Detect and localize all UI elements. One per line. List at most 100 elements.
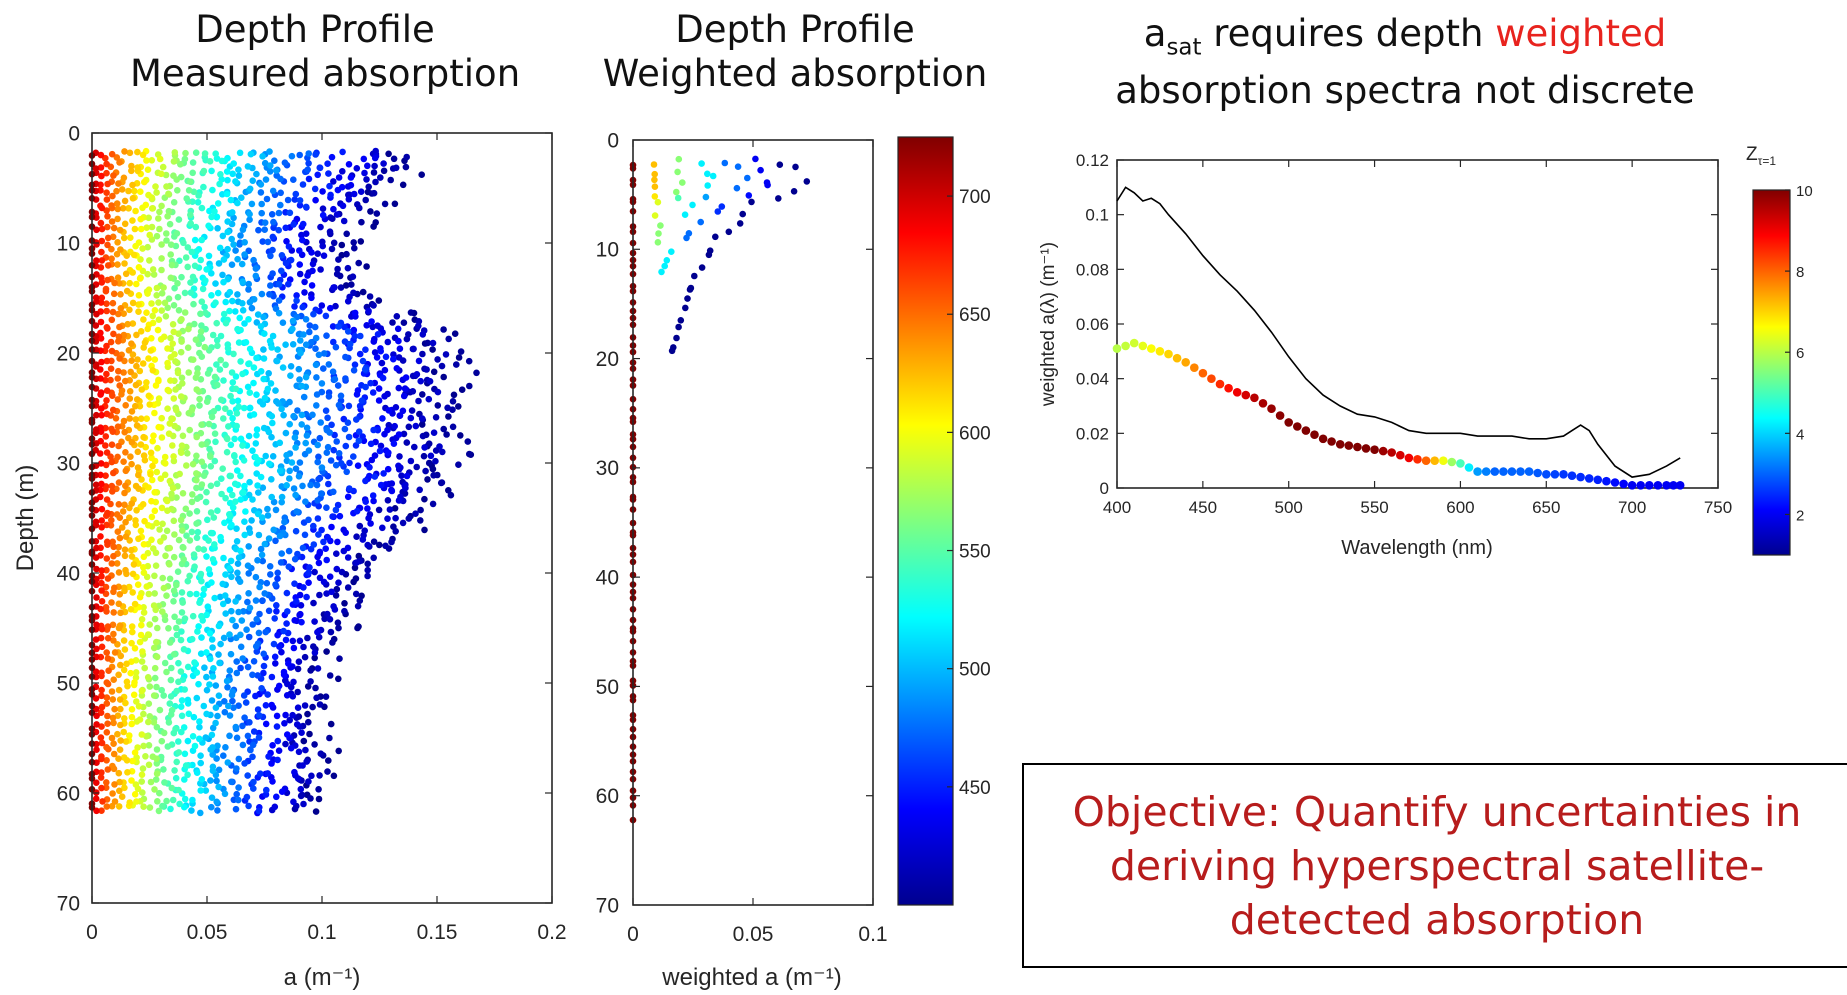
data-point bbox=[109, 392, 116, 400]
data-point bbox=[170, 172, 177, 179]
data-point bbox=[257, 368, 265, 375]
data-point bbox=[449, 423, 457, 431]
data-point bbox=[272, 387, 279, 394]
data-point bbox=[253, 648, 261, 655]
data-point bbox=[252, 573, 260, 581]
data-point bbox=[658, 268, 665, 276]
data-point bbox=[257, 323, 265, 330]
data-point bbox=[133, 507, 140, 514]
data-point bbox=[170, 587, 178, 594]
data-point bbox=[116, 746, 124, 753]
data-point bbox=[350, 190, 358, 198]
data-point bbox=[302, 439, 310, 447]
x-tick-label: 0.05 bbox=[187, 921, 228, 944]
data-point bbox=[297, 785, 305, 793]
data-point bbox=[354, 624, 361, 632]
data-point bbox=[300, 331, 307, 338]
data-point bbox=[282, 429, 290, 437]
objective-line2: deriving hyperspectral satellite- bbox=[1109, 842, 1765, 890]
data-point bbox=[304, 710, 311, 718]
data-point bbox=[110, 630, 117, 638]
data-point bbox=[217, 171, 224, 178]
data-point bbox=[369, 492, 377, 499]
data-point bbox=[153, 638, 160, 646]
y-tick-label: 50 bbox=[596, 676, 619, 699]
data-point bbox=[107, 338, 115, 346]
data-point bbox=[274, 756, 281, 764]
data-point bbox=[339, 148, 346, 156]
data-point bbox=[401, 385, 409, 392]
data-point bbox=[257, 473, 265, 481]
data-point bbox=[97, 318, 105, 326]
data-point bbox=[261, 226, 269, 233]
data-point bbox=[709, 172, 717, 180]
data-point bbox=[283, 238, 290, 245]
data-point bbox=[152, 562, 160, 569]
data-point bbox=[391, 505, 399, 512]
data-point bbox=[98, 411, 105, 419]
data-point bbox=[280, 671, 288, 679]
data-point bbox=[132, 402, 139, 410]
data-point bbox=[93, 779, 100, 786]
data-point bbox=[432, 414, 440, 421]
data-point bbox=[104, 634, 112, 642]
data-point bbox=[318, 490, 325, 497]
data-point bbox=[317, 266, 324, 273]
data-point bbox=[654, 198, 662, 206]
data-point bbox=[283, 692, 291, 699]
data-point bbox=[253, 470, 260, 477]
data-point bbox=[102, 442, 109, 449]
data-point bbox=[115, 569, 123, 576]
data-point bbox=[207, 482, 215, 490]
colorbar-tick-label: 700 bbox=[959, 187, 991, 208]
data-point bbox=[287, 372, 294, 380]
data-point bbox=[208, 803, 215, 811]
data-point bbox=[200, 591, 207, 598]
data-point bbox=[245, 543, 252, 550]
data-point bbox=[304, 634, 311, 642]
data-point bbox=[434, 356, 441, 363]
data-point bbox=[103, 410, 111, 418]
data-point bbox=[179, 490, 187, 497]
data-point bbox=[230, 704, 237, 711]
spectrum-marker bbox=[1387, 448, 1396, 457]
data-point bbox=[181, 289, 189, 297]
data-point bbox=[289, 693, 297, 700]
data-point bbox=[193, 769, 201, 776]
data-point bbox=[98, 784, 105, 792]
data-point bbox=[212, 280, 219, 287]
data-point bbox=[175, 738, 182, 745]
data-point bbox=[234, 397, 242, 405]
data-point bbox=[268, 344, 276, 351]
data-point bbox=[249, 741, 257, 749]
data-point bbox=[173, 758, 180, 766]
y-axis-label: weighted a(λ) (m⁻¹) bbox=[1038, 242, 1059, 407]
data-point bbox=[347, 174, 355, 181]
data-point bbox=[327, 191, 334, 199]
data-point bbox=[683, 234, 690, 242]
data-point bbox=[425, 459, 433, 467]
data-point bbox=[309, 411, 316, 419]
data-point bbox=[171, 149, 179, 156]
data-point bbox=[702, 193, 710, 201]
data-point bbox=[350, 239, 358, 246]
data-point bbox=[170, 158, 178, 165]
data-point bbox=[273, 357, 281, 365]
data-point bbox=[109, 428, 117, 436]
data-point bbox=[214, 200, 222, 207]
data-point bbox=[261, 330, 268, 338]
data-point bbox=[214, 742, 221, 750]
data-point bbox=[177, 668, 185, 675]
data-point bbox=[320, 578, 328, 586]
data-point bbox=[126, 279, 133, 287]
data-point bbox=[179, 527, 186, 534]
data-point bbox=[360, 155, 368, 163]
data-point bbox=[216, 180, 223, 188]
data-point bbox=[305, 150, 313, 157]
data-point bbox=[139, 151, 147, 159]
data-point bbox=[316, 434, 324, 442]
data-point bbox=[319, 242, 327, 250]
data-point bbox=[185, 369, 192, 376]
data-point bbox=[192, 336, 200, 344]
data-point bbox=[153, 292, 160, 299]
